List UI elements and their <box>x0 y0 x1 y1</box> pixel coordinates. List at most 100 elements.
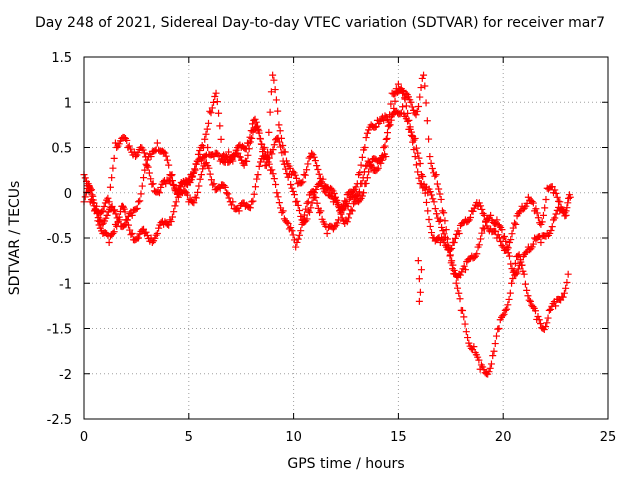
data-point-track-c <box>450 266 458 274</box>
data-point-track-c <box>223 189 231 197</box>
x-axis-label: GPS time / hours <box>287 456 405 472</box>
data-point-track-c <box>537 239 545 247</box>
data-point-track-a <box>168 213 176 221</box>
data-point-track-b <box>211 93 219 101</box>
data-point-track-c <box>428 191 436 199</box>
data-point-track-b <box>355 188 363 196</box>
data-point-track-b <box>428 165 436 173</box>
data-point-track-c <box>197 171 205 179</box>
data-point-track-a <box>357 161 365 169</box>
data-point-track-c <box>500 233 508 241</box>
data-point-track-a <box>428 229 436 237</box>
data-point-track-c <box>318 182 326 190</box>
data-point-track-c <box>253 175 261 183</box>
data-point-track-a <box>556 198 564 206</box>
data-point-track-c <box>470 254 478 262</box>
data-point-track-c <box>345 214 353 222</box>
data-point-track-c <box>279 157 287 165</box>
data-point-track-b <box>492 332 500 340</box>
data-point-track-b <box>427 159 435 167</box>
x-tick-label: 5 <box>185 430 193 445</box>
data-point-track-a <box>539 211 547 219</box>
data-point-track-a <box>288 227 296 235</box>
data-point-track-a <box>511 219 519 227</box>
data-point-track-a <box>450 238 458 246</box>
y-tick-labels: -2.5 -2 -1.5 -1 -0.5 0 0.5 1 1.5 <box>47 51 72 428</box>
data-point-track-b <box>564 270 572 278</box>
data-point-track-a <box>411 134 419 142</box>
data-point-track-b <box>201 135 209 143</box>
data-point-track-b <box>420 71 428 79</box>
data-point-track-b <box>456 295 464 303</box>
data-point-track-a <box>316 209 324 217</box>
data-point-track-c <box>112 210 120 218</box>
data-point-track-b <box>212 89 220 97</box>
y-tick-label: 1 <box>64 96 72 111</box>
data-point-track-a <box>467 214 475 222</box>
data-point-track-b <box>155 189 163 197</box>
data-point-track-c <box>121 221 129 229</box>
data-point-track-a <box>538 218 546 226</box>
y-tick-label: -2 <box>59 368 72 383</box>
data-point-track-c <box>382 135 390 143</box>
data-point-track-c <box>547 226 555 234</box>
data-point-track-b <box>194 150 202 158</box>
data-point-track-c <box>195 182 203 190</box>
data-point-track-b <box>487 360 495 368</box>
data-point-track-a <box>287 224 295 232</box>
data-point-track-c <box>502 237 510 245</box>
data-point-track-b <box>462 328 470 336</box>
data-point-track-b <box>432 171 440 179</box>
data-point-track-b <box>213 98 221 106</box>
data-point-track-b <box>110 154 118 162</box>
data-point-track-c <box>407 131 415 139</box>
data-point-track-c <box>365 168 373 176</box>
data-point-track-a <box>151 234 159 242</box>
data-point-track-c <box>128 211 136 219</box>
data-point-track-c <box>140 174 148 182</box>
data-point-track-b <box>196 146 204 154</box>
data-point-track-c <box>475 241 483 249</box>
y-tick-label: 0.5 <box>51 142 72 157</box>
data-points <box>80 71 574 378</box>
data-point-track-c <box>367 162 375 170</box>
data-point-track-c <box>256 158 264 166</box>
data-point-track-c <box>411 153 419 161</box>
data-point-track-b <box>188 173 196 181</box>
data-point-track-c <box>153 139 161 147</box>
data-point-track-b <box>464 334 472 342</box>
data-point-track-b <box>508 279 516 287</box>
data-point-track-a <box>284 220 292 228</box>
data-point-track-c <box>190 199 198 207</box>
data-point-track-b <box>544 314 552 322</box>
data-point-track-a <box>415 154 423 162</box>
data-point-track-c <box>85 183 93 191</box>
data-point-track-b <box>344 202 352 210</box>
data-point-track-b <box>452 279 460 287</box>
data-point-track-c <box>181 187 189 195</box>
data-point-track-c <box>184 191 192 199</box>
data-point-track-c <box>287 180 295 188</box>
data-point-track-a <box>153 229 161 237</box>
data-point-track-a <box>138 226 146 234</box>
data-point-track-b <box>431 172 439 180</box>
data-point-track-c <box>249 197 257 205</box>
data-point-track-b <box>105 198 113 206</box>
data-point-track-c <box>441 233 449 241</box>
x-tick-label: 25 <box>600 430 617 445</box>
data-point-track-b <box>202 130 210 138</box>
data-point-track-c <box>336 207 344 215</box>
data-point-track-c <box>495 222 503 230</box>
data-point-track-a <box>498 242 506 250</box>
data-point-track-b <box>563 278 571 286</box>
y-tick-label: -1.5 <box>47 323 72 338</box>
data-point-track-b <box>489 352 497 360</box>
data-point-track-a <box>371 123 379 131</box>
data-point-track-b <box>145 169 153 177</box>
data-point-track-b <box>504 301 512 309</box>
data-point-track-a <box>292 243 300 251</box>
axis-ticks <box>83 56 609 420</box>
x-tick-label: 0 <box>80 430 88 445</box>
data-point-track-a <box>323 229 331 237</box>
data-point-track-a <box>331 223 339 231</box>
